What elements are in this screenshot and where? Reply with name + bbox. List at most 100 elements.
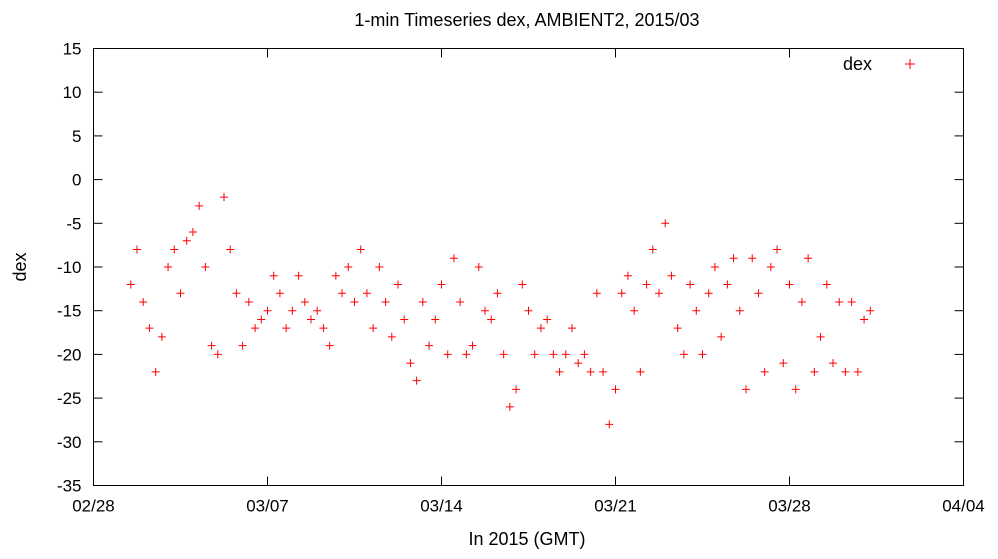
data-point [251,324,260,333]
data-point [418,297,427,306]
data-point [518,280,527,289]
data-point [481,306,489,315]
data-point [331,271,340,280]
data-point [710,263,719,271]
data-point [673,324,682,333]
x-tick-label: 04/04 [942,497,985,516]
data-point [723,280,732,289]
data-point [648,245,657,254]
data-point [145,324,154,333]
y-tick-label: -15 [57,302,82,321]
data-point [611,385,620,394]
data-point [785,280,794,289]
data-point [592,289,601,298]
data-point [394,280,402,289]
data-point [512,385,521,394]
data-point [182,236,191,245]
data-point [524,306,533,315]
data-point [530,350,539,359]
data-point [207,341,216,350]
data-point [443,350,452,359]
data-point [779,359,788,368]
data-point [729,254,738,263]
data-point [220,193,228,202]
y-tick-label: -5 [66,214,81,233]
data-point [307,315,315,324]
data-point [226,245,235,254]
data-point [356,245,365,254]
data-point [717,332,726,341]
data-point [829,359,837,368]
data-point [257,315,266,324]
data-points [126,193,875,429]
data-point [549,350,558,359]
y-tick-label: -20 [57,345,82,364]
data-point [300,297,309,306]
data-point [698,350,707,359]
data-point [319,324,328,333]
y-tick-label: -25 [57,389,82,408]
data-point [275,289,284,298]
data-point [580,350,589,359]
data-point [188,228,197,237]
data-point [766,263,775,271]
x-tick-label: 03/14 [420,497,463,516]
legend-marker-plus [905,59,915,69]
data-point [157,332,166,341]
legend-label: dex [843,54,872,74]
data-point [692,306,701,315]
data-point [487,315,496,324]
data-point [282,324,291,333]
data-point [630,306,639,315]
data-point [847,297,856,306]
data-point [574,359,583,368]
y-tick-label: 10 [63,83,82,102]
data-point [667,271,676,280]
data-point [822,280,831,289]
x-tick-label: 03/28 [768,497,811,516]
data-point [313,306,322,315]
data-point [642,280,651,289]
data-point [686,280,695,289]
data-point [617,289,626,298]
data-point [133,245,141,254]
legend-marker [905,59,915,69]
plot-frame [93,48,964,486]
data-point [754,289,763,298]
y-tick-label: 0 [72,171,81,190]
data-point [860,315,869,324]
data-point [350,297,359,306]
y-tick-label: 15 [63,40,82,59]
data-point [400,315,409,324]
data-point [406,359,415,368]
data-point [866,306,875,315]
data-point [773,245,782,254]
data-point [456,297,465,306]
data-point [636,367,645,376]
data-point [623,271,632,280]
data-point [288,306,297,315]
data-point [201,263,210,271]
data-point [151,367,160,376]
x-axis-title: In 2015 (GMT) [468,529,585,549]
data-point [679,350,688,359]
data-point [244,297,253,306]
x-tick-label: 02/28 [72,497,115,516]
data-point [499,350,508,359]
data-point [841,367,850,376]
y-tick-label: -10 [57,258,82,277]
data-point [704,289,713,298]
x-tick-label: 03/21 [594,497,637,516]
data-point [375,263,384,271]
data-point [810,367,819,376]
data-point [742,385,750,394]
data-point [344,263,353,271]
data-point [760,367,769,376]
data-point [431,315,440,324]
data-point [462,350,471,359]
data-point [238,341,247,350]
data-point [449,254,458,263]
data-point [543,315,552,324]
data-point [555,367,564,376]
y-axis: 15 10 5 0 -5 -10 -15 -20 -25 -30 -35 [57,40,964,496]
